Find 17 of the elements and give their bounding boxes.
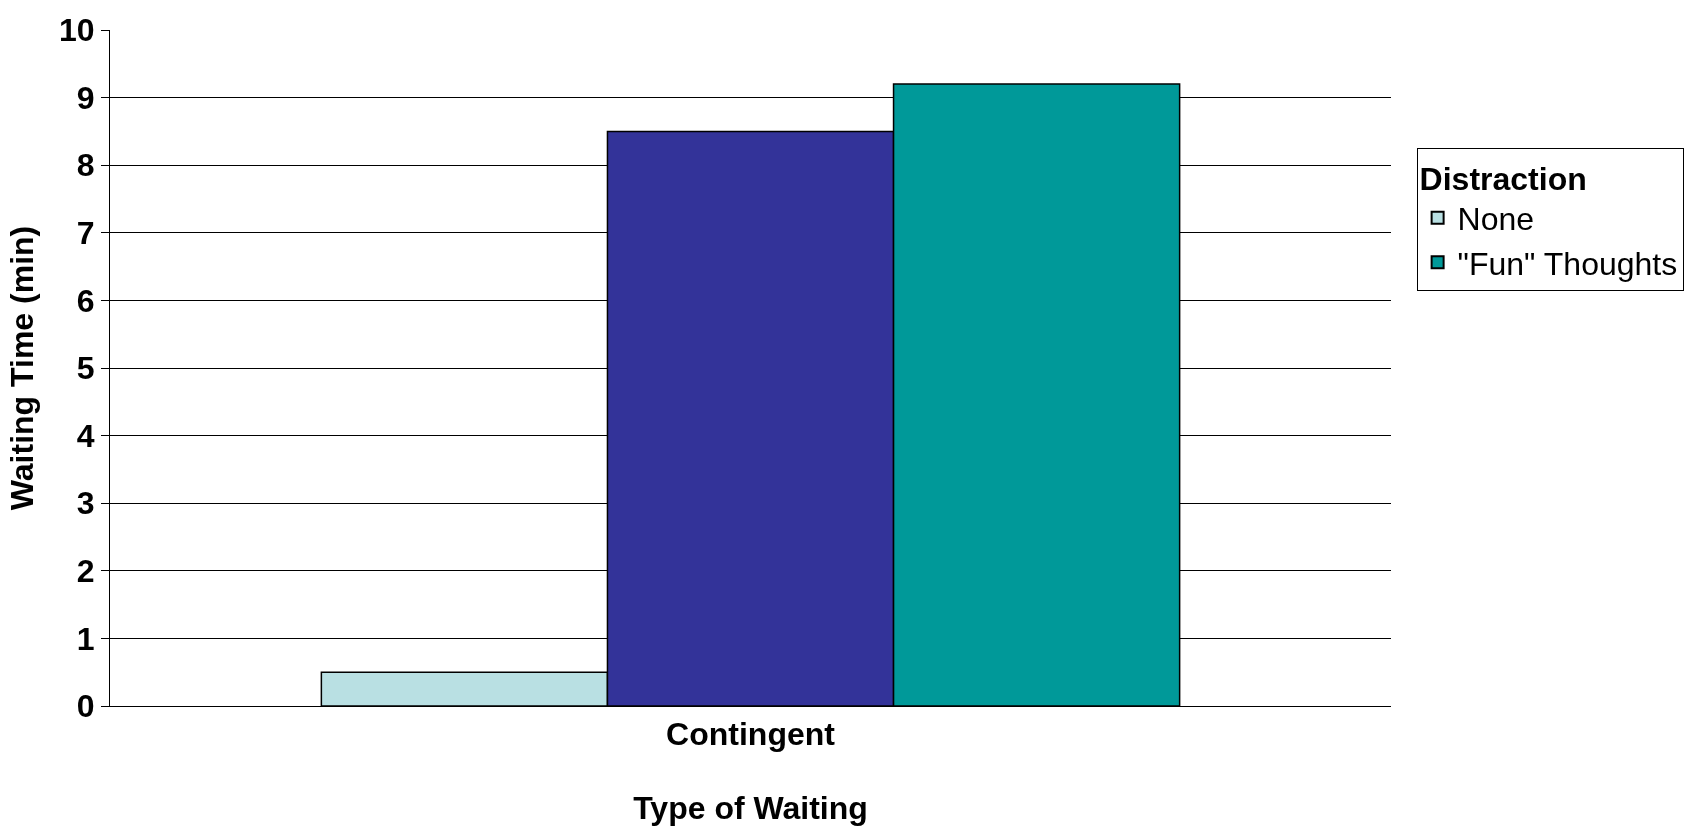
y-tick-label: 8 [76, 147, 95, 184]
y-tick-label: 5 [76, 350, 95, 387]
y-tick-label: 2 [76, 553, 95, 589]
y-tick-label: 4 [76, 417, 95, 454]
legend-label: None [1457, 201, 1535, 238]
y-tick-label: 1 [76, 620, 95, 657]
y-tick-label: 3 [76, 485, 95, 522]
y-tick-label: 9 [76, 79, 95, 116]
y-tick-label: 7 [76, 215, 95, 251]
y-axis-title: Waiting Time (min) [4, 225, 41, 511]
y-tick-label: 10 [59, 12, 95, 49]
x-axis-title: Type of Waiting [633, 790, 868, 827]
legend-label: "Fun" Thoughts [1457, 245, 1678, 282]
legend-title: Distraction [1419, 161, 1587, 198]
y-tick-label: 0 [76, 688, 95, 725]
y-tick-label: 6 [76, 282, 95, 319]
x-tick-label: Contingent [666, 716, 836, 753]
